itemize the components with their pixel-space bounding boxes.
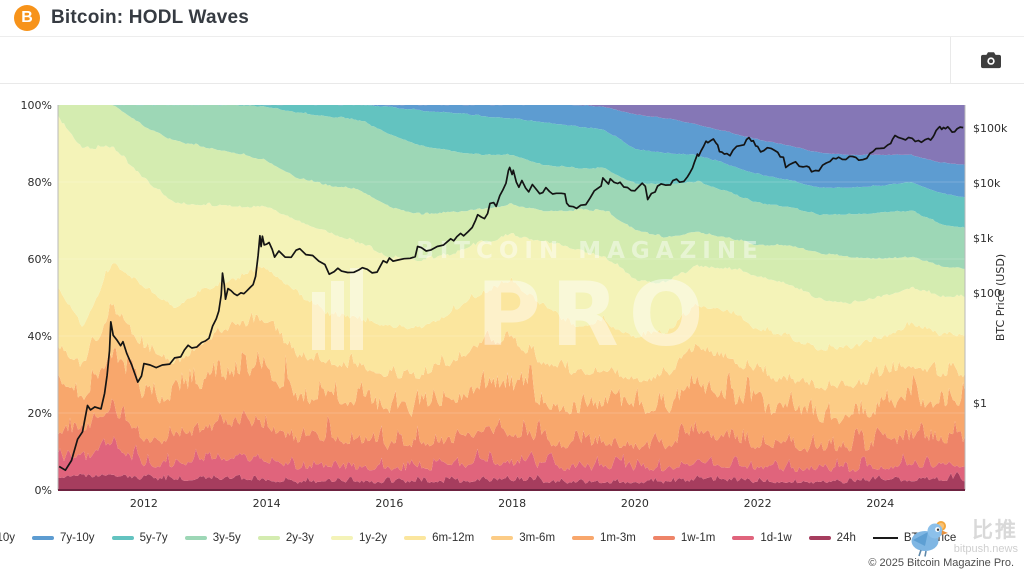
bitpush-site-text: bitpush.news: [953, 543, 1018, 556]
band->10y: [58, 105, 965, 165]
legend-label: 5y-7y: [139, 532, 168, 544]
legend-swatch: [330, 536, 353, 540]
page-title: Bitcoin: HODL Waves: [51, 7, 250, 28]
toolbar-divider: [950, 37, 951, 83]
band-1y-2y: [58, 115, 965, 351]
legend-swatch: [32, 536, 55, 540]
svg-text:BITCOIN MAGAZINE: BITCOIN MAGAZINE: [416, 238, 764, 264]
legend-item: 24h: [808, 532, 856, 544]
svg-text:2020: 2020: [621, 497, 649, 510]
svg-text:2018: 2018: [498, 497, 526, 510]
svg-text:2022: 2022: [744, 497, 772, 510]
legend-label: 3y-5y: [212, 532, 241, 544]
band-1w-1m: [58, 398, 965, 472]
bitcoin-logo-icon: B: [14, 5, 40, 31]
svg-text:$1: $1: [973, 397, 987, 410]
bitpush-cn-text: 比推: [972, 519, 1018, 542]
band-3y-5y: [58, 105, 965, 269]
svg-text:100%: 100%: [21, 99, 52, 112]
camera-button[interactable]: [978, 49, 1004, 72]
svg-text:20%: 20%: [28, 407, 52, 420]
legend-label: 1w-1m: [680, 532, 716, 544]
svg-text:PRO: PRO: [476, 263, 713, 366]
legend-swatch: [404, 536, 427, 540]
svg-text:2024: 2024: [866, 497, 894, 510]
band-1m-3m: [58, 348, 965, 453]
band-7y-10y: [58, 105, 965, 198]
copyright-attribution: © 2025 Bitcoin Magazine Pro.: [868, 557, 1014, 569]
band-3m-6m: [58, 303, 965, 425]
legend-swatch: [572, 536, 595, 540]
btc-price-line: [58, 125, 964, 472]
legend-item: 3y-5y: [184, 532, 241, 544]
svg-text:80%: 80%: [28, 176, 52, 189]
legend-label: 6m-12m: [432, 532, 475, 544]
svg-text:2014: 2014: [253, 497, 281, 510]
legend-swatch: [491, 536, 514, 540]
legend-item: 1w-1m: [652, 532, 716, 544]
legend-label: 7y-10y: [60, 532, 95, 544]
svg-text:$10k: $10k: [973, 177, 1001, 190]
band-5y-7y: [58, 105, 965, 229]
camera-icon: [981, 52, 1001, 72]
svg-text:$1k: $1k: [973, 232, 994, 245]
band-1d-1w: [58, 436, 965, 484]
bitpush-watermark: 比推 bitpush.news: [907, 519, 1018, 562]
svg-text:40%: 40%: [28, 330, 52, 343]
svg-text:2016: 2016: [375, 497, 403, 510]
toolbar: [0, 37, 1024, 84]
bitpush-bird-icon: [907, 519, 953, 562]
svg-text:$100: $100: [973, 287, 1001, 300]
band-24h: [58, 471, 965, 490]
legend-item: 1m-3m: [572, 532, 636, 544]
legend-item: 6m-12m: [404, 532, 474, 544]
legend-label: 3m-6m: [519, 532, 556, 544]
legend-label: 1d-1w: [760, 532, 792, 544]
chart-legend: >10y 7y-10y 5y-7y 3y-5y 2y-3y 1y-2y 6m-12m 3m-6…: [0, 532, 956, 544]
legend-item: 7y-10y: [32, 532, 95, 544]
svg-text:0%: 0%: [35, 484, 52, 497]
legend-swatch: [652, 536, 675, 540]
legend-label: 24h: [836, 532, 856, 544]
legend-label: 2y-3y: [285, 532, 314, 544]
band-6m-12m: [58, 263, 965, 391]
svg-text:$100k: $100k: [973, 122, 1008, 135]
legend-swatch: [808, 536, 831, 540]
legend-swatch: [184, 536, 207, 540]
legend-item: 2y-3y: [257, 532, 314, 544]
legend-swatch: [257, 536, 280, 540]
legend-label: >10y: [0, 532, 16, 544]
band-2y-3y: [58, 105, 965, 304]
titlebar: B Bitcoin: HODL Waves: [0, 0, 1024, 37]
legend-item: 1d-1w: [732, 532, 792, 544]
legend-item: >10y: [0, 532, 15, 544]
svg-text:60%: 60%: [28, 253, 52, 266]
legend-item: 1y-2y: [330, 532, 388, 544]
legend-label: 1y-2y: [358, 532, 388, 544]
legend-item: 3m-6m: [491, 532, 555, 544]
legend-item: 5y-7y: [111, 532, 168, 544]
right-axis-title: BTC Price (USD): [994, 254, 1007, 341]
legend-swatch: [111, 536, 134, 540]
legend-swatch: [732, 536, 755, 540]
stacked-area-bands: [58, 105, 965, 490]
legend-label: 1m-3m: [600, 532, 636, 544]
svg-text:2012: 2012: [130, 497, 158, 510]
legend-swatch: [872, 537, 898, 539]
axis-labels: 0% 20% 40% 60% 80% 100% $100k $10k $1k $100 $1 2012…: [21, 99, 1008, 510]
